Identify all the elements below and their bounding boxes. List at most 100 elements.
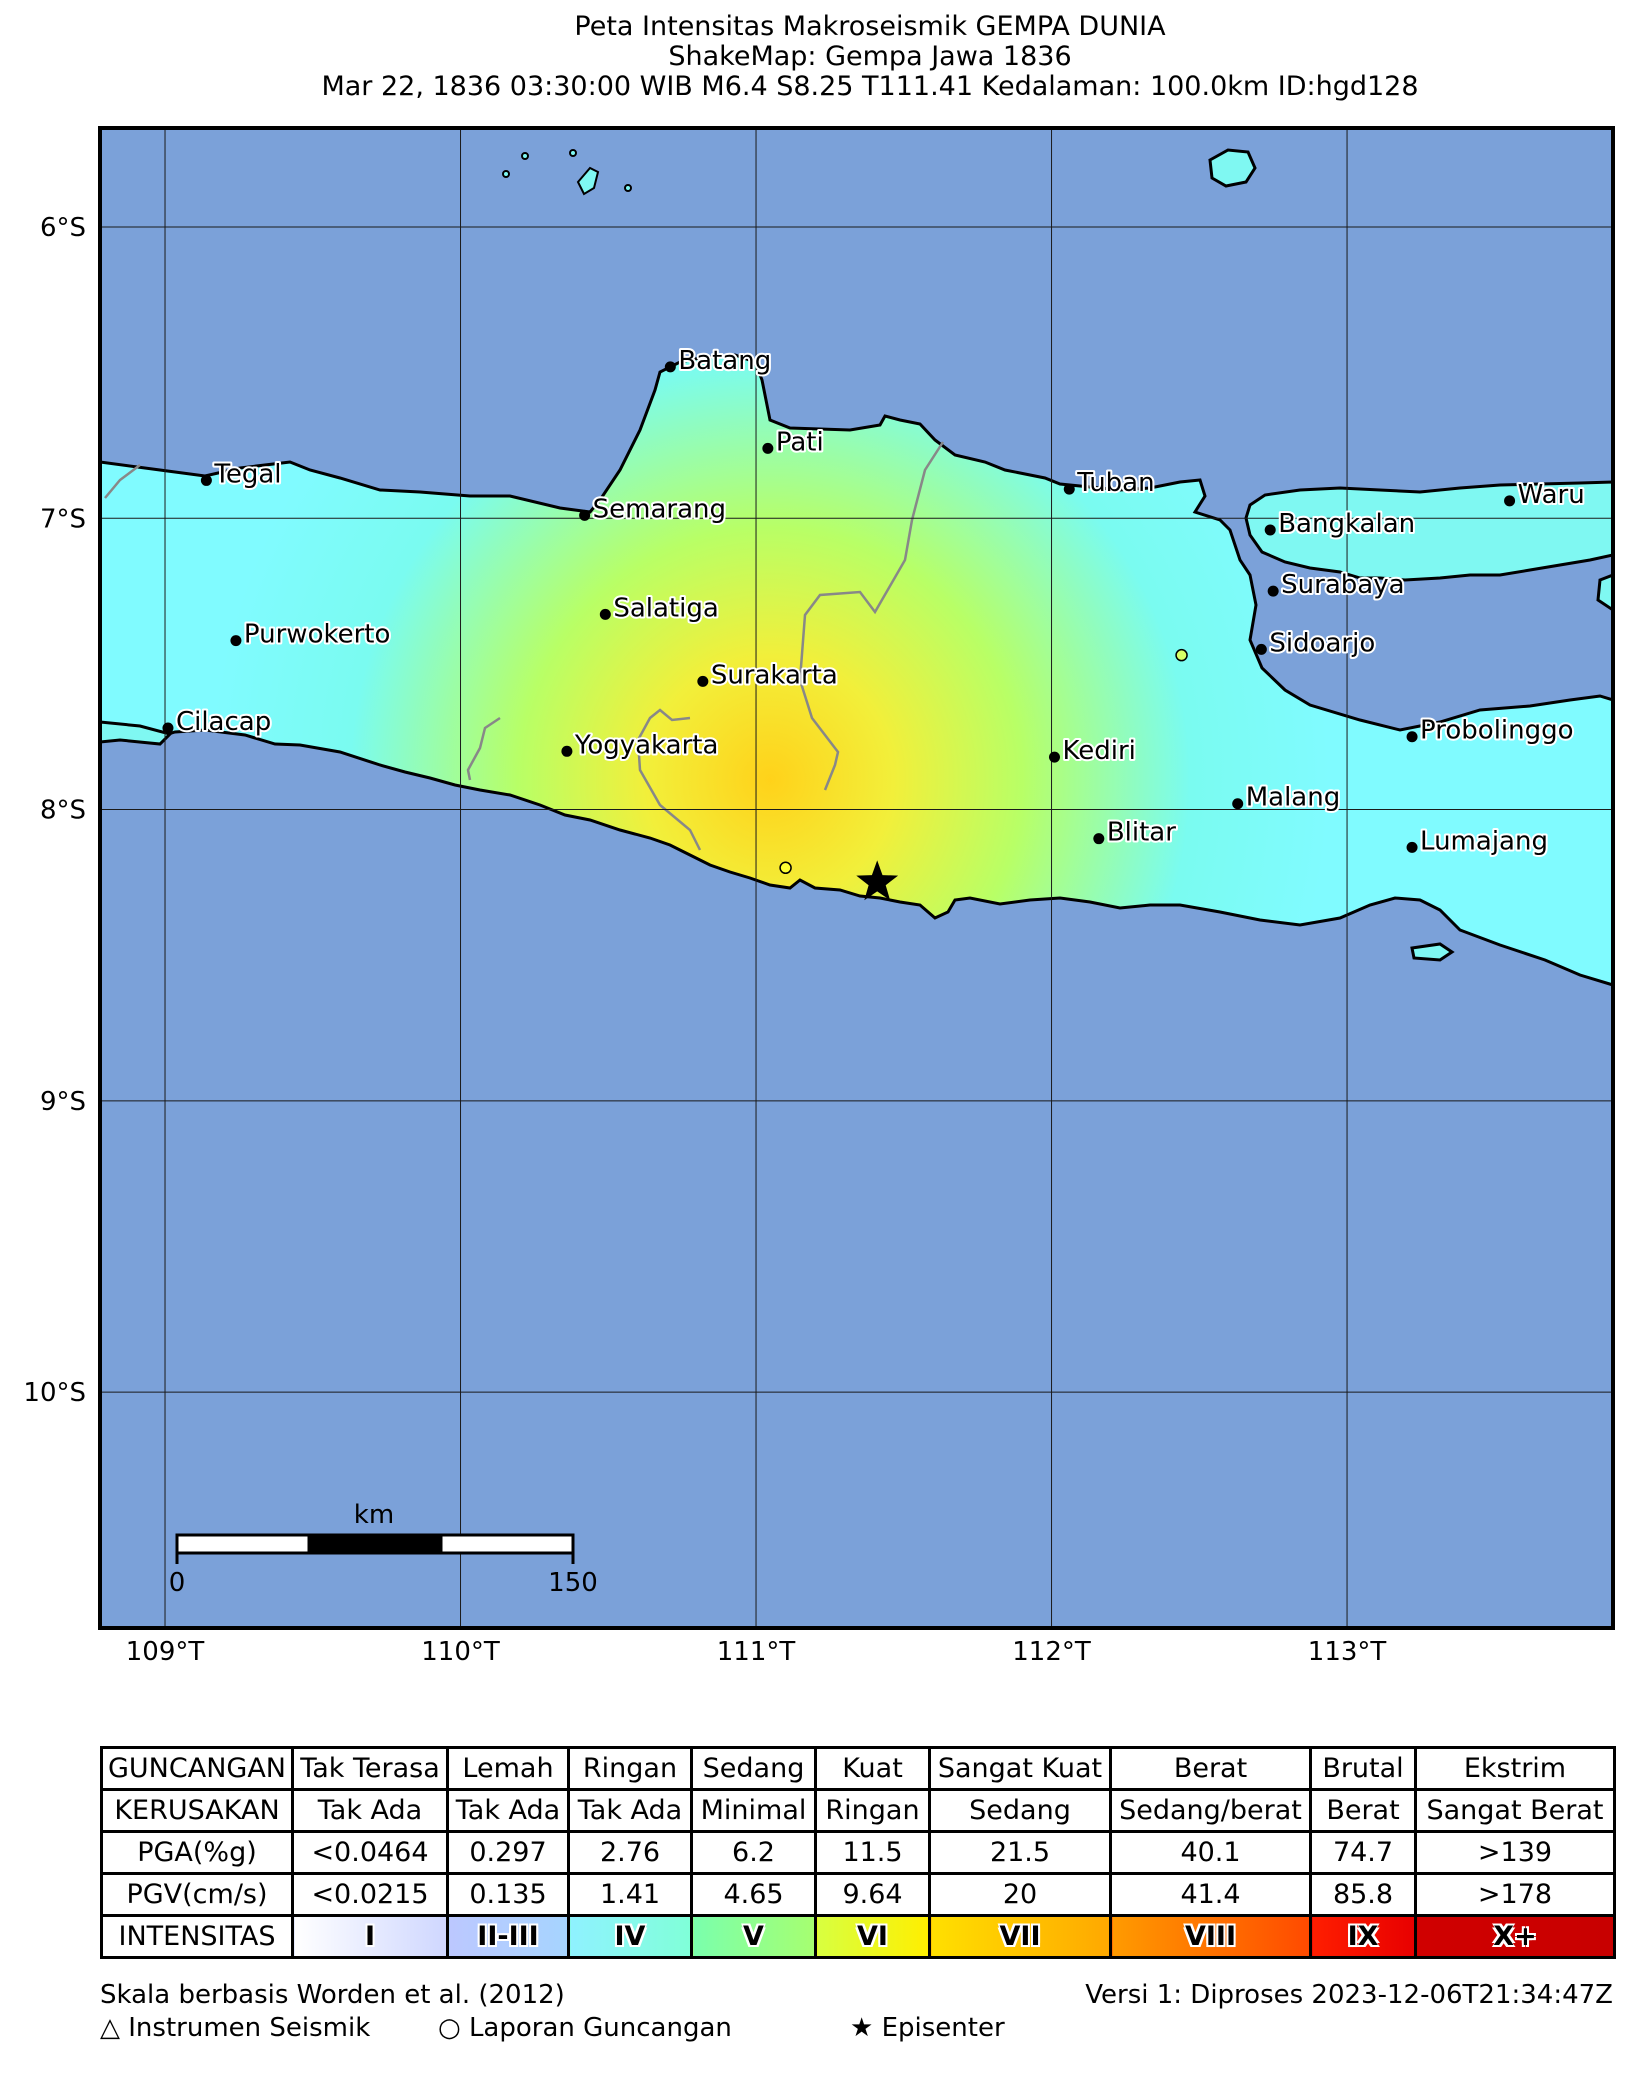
- city-dot-icon: [599, 608, 611, 620]
- legend-cell: Minimal: [690, 1788, 817, 1833]
- city-label: Sidoarjo: [1269, 628, 1375, 658]
- city-yogyakarta: Yogyakarta: [561, 728, 720, 762]
- legend-cell: Ekstrim: [1414, 1746, 1616, 1791]
- city-dot-icon: [1267, 585, 1279, 597]
- city-tuban: Tuban: [1063, 466, 1157, 500]
- city-dot-icon: [200, 474, 212, 486]
- legend-cell: Kuat: [814, 1746, 931, 1791]
- city-label: Lumajang: [1420, 826, 1548, 856]
- city-cilacap: Cilacap: [162, 705, 273, 739]
- intensity-cell: VIII: [1109, 1914, 1312, 1959]
- city-salatiga: Salatiga: [599, 591, 721, 625]
- city-waru: Waru: [1504, 478, 1587, 512]
- nusa-barung: [1410, 942, 1455, 962]
- city-dot-icon: [1063, 483, 1075, 495]
- city-dot-icon: [1255, 643, 1267, 655]
- city-batang: Batang: [664, 344, 773, 378]
- city-label: Batang: [678, 346, 771, 376]
- legend-cell: Ringan: [814, 1788, 931, 1833]
- legend-row-pga: PGA(%g) <0.0464 0.297 2.76 6.2 11.5 21.5…: [100, 1830, 1616, 1875]
- city-lumajang: Lumajang: [1406, 824, 1550, 858]
- legend-cell: 0.135: [446, 1872, 570, 1917]
- java-island: [100, 353, 1613, 987]
- title-line-2: ShakeMap: Gempa Jawa 1836: [668, 41, 1072, 72]
- report-circle-icon: [779, 861, 792, 875]
- city-label: Pati: [776, 427, 824, 457]
- report-legend: ○ Laporan Guncangan: [438, 2013, 732, 2043]
- city-probolinggo: Probolinggo: [1406, 714, 1576, 748]
- city-label: Bangkalan: [1278, 509, 1415, 539]
- legend-cell: Sedang: [690, 1746, 817, 1791]
- city-label: Semarang: [593, 494, 726, 524]
- legend-cell: 40.1: [1109, 1830, 1312, 1875]
- version-note: Versi 1: Diproses 2023-12-06T21:34:47Z: [1085, 1980, 1613, 2010]
- city-kediri: Kediri: [1048, 734, 1138, 768]
- legend-cell: 6.2: [690, 1830, 817, 1875]
- map-frame: [98, 126, 1615, 1630]
- intensity-cell: X+: [1414, 1914, 1616, 1959]
- legend-cell: 41.4: [1109, 1872, 1312, 1917]
- legend-cell: Brutal: [1309, 1746, 1417, 1791]
- row-label-kerusakan: KERUSAKAN: [100, 1788, 294, 1833]
- city-label: Surakarta: [711, 660, 838, 690]
- legend-cell: 74.7: [1309, 1830, 1417, 1875]
- city-dot-icon: [1264, 524, 1276, 536]
- lon-label: 109°T: [126, 1637, 205, 1667]
- legend-cell: Sangat Berat: [1414, 1788, 1616, 1833]
- scale-start: 0: [169, 1568, 186, 1598]
- row-label-pgv: PGV(cm/s): [100, 1872, 294, 1917]
- city-surakarta: Surakarta: [697, 658, 840, 692]
- legend-row-pgv: PGV(cm/s) <0.0215 0.135 1.41 4.65 9.64 2…: [100, 1872, 1616, 1917]
- intensity-cell: V: [690, 1914, 817, 1959]
- city-label: Purwokerto: [244, 620, 390, 650]
- city-bangkalan: Bangkalan: [1264, 507, 1417, 541]
- graticule: [100, 128, 1613, 1628]
- islet: [502, 170, 510, 178]
- city-malang: Malang: [1232, 781, 1342, 815]
- city-dot-icon: [1093, 833, 1105, 845]
- city-dot-icon: [1232, 798, 1244, 810]
- city-label: Tegal: [213, 459, 281, 489]
- city-dot-icon: [664, 361, 676, 373]
- legend-row-intensitas: INTENSITAS I II-III IV V VI VII VIII IX …: [100, 1914, 1616, 1959]
- legend-cell: Tak Terasa: [291, 1746, 449, 1791]
- bali-tip: [1596, 573, 1613, 612]
- intensity-legend: GUNCANGAN Tak Terasa Lemah Ringan Sedang…: [100, 1746, 1616, 1959]
- madura-island: [1244, 480, 1613, 582]
- city-label: Surabaya: [1281, 570, 1404, 600]
- map-title: Peta Intensitas Makroseismik GEMPA DUNIA…: [0, 12, 1640, 102]
- legend-cell: 2.76: [567, 1830, 693, 1875]
- legend-cell: >139: [1414, 1830, 1616, 1875]
- intensity-cell: VII: [928, 1914, 1112, 1959]
- city-surabaya: Surabaya: [1267, 568, 1407, 602]
- lat-label: 9°S: [40, 1087, 86, 1117]
- legend-cell: Tak Ada: [567, 1788, 693, 1833]
- report-circle-icon: [1175, 648, 1188, 662]
- legend-cell: Sangat Kuat: [928, 1746, 1112, 1791]
- legend-cell: Berat: [1309, 1788, 1417, 1833]
- city-dot-icon: [1504, 495, 1516, 507]
- legend-cell: <0.0215: [291, 1872, 449, 1917]
- city-dot-icon: [579, 509, 591, 521]
- longitude-labels: 109°T 110°T 111°T 112°T 113°T: [126, 1637, 1387, 1667]
- islet: [624, 184, 632, 192]
- legend-cell: 0.297: [446, 1830, 570, 1875]
- scale-seg-2: [307, 1533, 443, 1555]
- intensity-cell: I: [291, 1914, 449, 1959]
- legend-cell: Ringan: [567, 1746, 693, 1791]
- row-label-pga: PGA(%g): [100, 1830, 294, 1875]
- islet: [521, 152, 529, 160]
- legend-cell: 85.8: [1309, 1872, 1417, 1917]
- city-dot-icon: [697, 675, 709, 687]
- intensity-cell: VI: [814, 1914, 931, 1959]
- city-label: Salatiga: [613, 593, 718, 623]
- bawean-island: [1208, 148, 1257, 188]
- legend-cell: Sedang/berat: [1109, 1788, 1312, 1833]
- legend-cell: >178: [1414, 1872, 1616, 1917]
- city-sidoarjo: Sidoarjo: [1255, 626, 1377, 660]
- intensity-cell: IV: [567, 1914, 693, 1959]
- scale-unit: km: [354, 1500, 394, 1530]
- islet: [569, 149, 577, 157]
- scale-seg-1: [175, 1533, 311, 1555]
- city-dot-icon: [561, 745, 573, 757]
